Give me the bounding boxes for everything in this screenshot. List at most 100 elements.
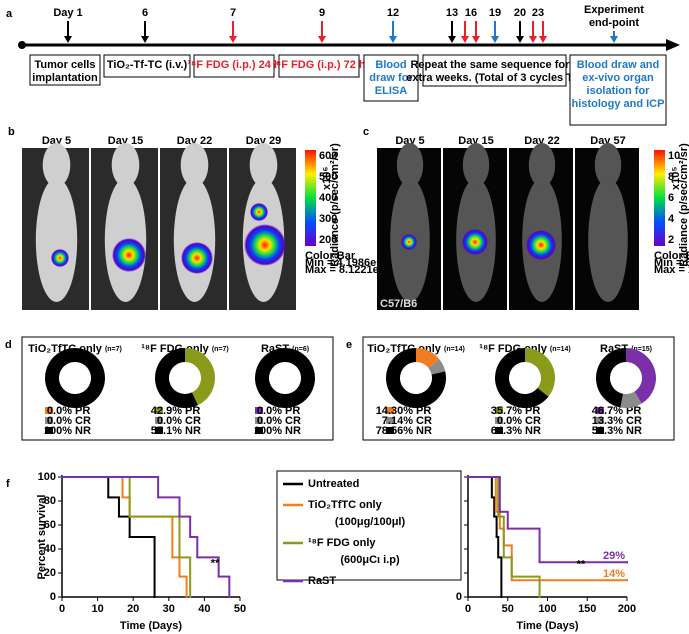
step-box: [422, 54, 567, 87]
donut-segment: [185, 348, 216, 406]
box-text: ¹⁸F FDG (i.p.) 72 h: [272, 59, 365, 71]
event-arrow-head: [491, 36, 499, 43]
colorbar-tick: 4: [668, 213, 675, 225]
donut-segment: [44, 348, 105, 408]
step-box: [278, 54, 360, 78]
end-label: 14%: [603, 568, 625, 580]
colorbar-tick: 600: [319, 150, 337, 162]
legend-swatch: [155, 427, 163, 434]
legend-value: 100%: [44, 425, 72, 437]
mouse-head: [462, 143, 490, 187]
donut-n: (n=15): [631, 346, 652, 353]
day-label: Day 22: [177, 135, 212, 147]
colorbar-unit: x10⁵: [670, 166, 682, 190]
x-tick-label: 0: [465, 603, 471, 615]
legend-label: NR: [416, 425, 432, 437]
mouse-body: [173, 178, 216, 302]
mouse-head: [111, 143, 140, 187]
day-label: 20: [514, 7, 526, 19]
legend-swatch: [386, 417, 394, 424]
donut-segment: [495, 348, 549, 408]
legend-label: CR: [185, 415, 201, 427]
donut-segment: [525, 348, 556, 397]
colorbar: [654, 150, 665, 246]
day-label: Day 57: [590, 135, 625, 147]
day-label: Day 15: [458, 135, 493, 147]
signal: [401, 234, 417, 250]
colorbar-tick: 10: [668, 150, 680, 162]
colorbar-note: Color Bar: [654, 250, 689, 262]
step-box: [363, 54, 419, 102]
panel-letter: f: [6, 478, 10, 490]
legend-label: PR: [185, 405, 200, 417]
event-arrow-head: [539, 36, 547, 43]
signal: [181, 242, 213, 274]
x-tick-label: 20: [127, 603, 139, 615]
event-arrow-head: [389, 36, 397, 43]
step-box: [29, 54, 101, 86]
y-tick-label: 40: [44, 543, 56, 555]
event-arrow-head: [529, 36, 537, 43]
legend-value: 0.0%: [47, 415, 72, 427]
legend-value: 0.0%: [157, 415, 182, 427]
x-axis-label: Time (Days): [516, 620, 578, 632]
y-tick-label: 100: [38, 471, 56, 483]
mouse-head: [42, 143, 71, 187]
legend-label: PR: [75, 405, 90, 417]
day-label: Day 15: [108, 135, 143, 147]
legend-value: 53.3%: [592, 425, 623, 437]
panel-letter: d: [5, 339, 12, 351]
box-text: ELISA: [375, 85, 407, 97]
legend-label: NR: [525, 425, 541, 437]
event-arrow-head: [229, 36, 237, 43]
colorbar-tick: 2: [668, 234, 674, 246]
colorbar-tick: 500: [319, 171, 337, 183]
donut-segment: [620, 391, 642, 408]
box-text: Blood: [375, 59, 406, 71]
legend-value: 0.0%: [47, 405, 72, 417]
step-box: [569, 54, 667, 126]
donut-segment: [386, 348, 446, 408]
day-label: 12: [387, 7, 399, 19]
legend-value: 78.56%: [376, 425, 414, 437]
day-label: 16: [465, 7, 477, 19]
x-tick-label: 50: [502, 603, 514, 615]
legend-label: CR: [525, 415, 541, 427]
box-text: histology and ICP: [572, 98, 665, 110]
event-arrow-head: [64, 36, 72, 43]
box-text: draw for: [369, 72, 413, 84]
event-arrow-head: [516, 36, 524, 43]
legend-swatch: [255, 407, 263, 414]
day-label: Day 29: [246, 135, 281, 147]
x-tick-label: 150: [578, 603, 596, 615]
colorbar-note: Min = 6.7509e+05: [654, 257, 689, 269]
legend-text: Untreated: [308, 478, 359, 490]
step-box: [103, 54, 191, 78]
colorbar-note: Max = 8.1221e+08: [305, 264, 397, 276]
legend-value: 35.7%: [491, 405, 522, 417]
day-label: 7: [230, 7, 236, 19]
legend-swatch: [255, 417, 263, 424]
donut-segment: [626, 348, 657, 404]
legend-label: PR: [626, 405, 641, 417]
legend-swatch: [596, 417, 604, 424]
donut-n: (n=14): [444, 346, 465, 353]
signal: [526, 230, 556, 260]
step-box: [193, 54, 275, 78]
donut-n: (n=6): [292, 346, 309, 353]
legend-swatch: [45, 427, 53, 434]
legend-label: PR: [525, 405, 540, 417]
y-axis-label: Percent survival: [36, 495, 48, 580]
legend-label: CR: [75, 415, 91, 427]
legend-label: CR: [285, 415, 301, 427]
x-tick-label: 30: [163, 603, 175, 615]
mouse-head: [594, 143, 622, 187]
box-text: ¹⁸F FDG (i.p.) 24 h: [187, 59, 280, 71]
colorbar-tick: 8: [668, 171, 674, 183]
day-label: 13: [446, 7, 458, 19]
y-tick-label: 60: [44, 519, 56, 531]
y-tick-label: 0: [50, 591, 56, 603]
legend-text: (100μg/100μl): [335, 516, 406, 528]
signal: [244, 224, 286, 266]
